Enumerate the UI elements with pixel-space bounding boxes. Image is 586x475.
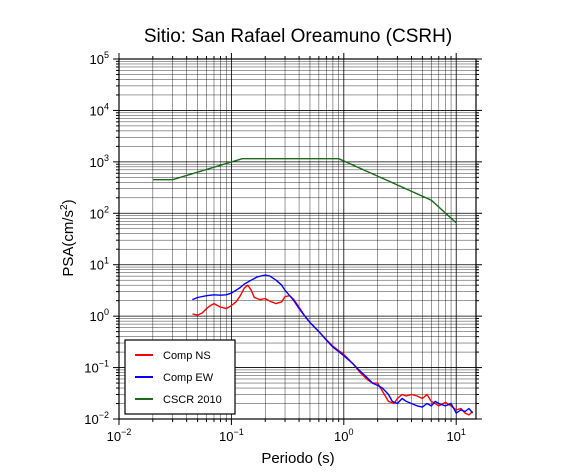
legend-label: Comp NS [163, 350, 211, 362]
tick-labels: 10−2 10−1 100 101 10−2 10−1 100 101 102 103 104 105 [84, 50, 466, 444]
x-tick-label: 10−1 [219, 427, 244, 444]
series-line-cscr-2010 [152, 157, 457, 224]
y-axis-label-sup: 2 [59, 204, 70, 210]
y-tick-label: 10−2 [84, 410, 109, 427]
legend-label: Comp EW [163, 372, 214, 384]
y-axis-label-main: PSA(cm/s [60, 210, 77, 277]
y-axis-label: PSA(cm/s2) [59, 199, 77, 276]
series-line-comp-ew [192, 274, 474, 414]
x-tick-label: 100 [334, 427, 353, 444]
chart-title: Sitio: San Rafael Oreamuno (CSRH) [144, 26, 452, 47]
y-tick-label: 102 [90, 204, 109, 221]
y-tick-label: 10−1 [84, 359, 109, 376]
y-tick-label: 103 [90, 153, 109, 170]
plot-frame [118, 58, 477, 420]
grid [118, 58, 476, 420]
legend: Comp NS Comp EW CSCR 2010 [124, 339, 236, 415]
y-axis-label-close: ) [60, 199, 77, 204]
y-tick-label: 105 [90, 50, 109, 67]
series-layer [152, 157, 474, 416]
axis-ticks [113, 53, 482, 425]
y-tick-label: 100 [90, 307, 109, 324]
y-tick-label: 104 [90, 101, 109, 118]
x-tick-label: 10−2 [107, 427, 132, 444]
legend-label: CSCR 2010 [163, 394, 222, 406]
y-tick-label: 101 [90, 256, 109, 273]
x-tick-label: 101 [446, 427, 465, 444]
x-axis-label: Periodo (s) [261, 450, 334, 467]
